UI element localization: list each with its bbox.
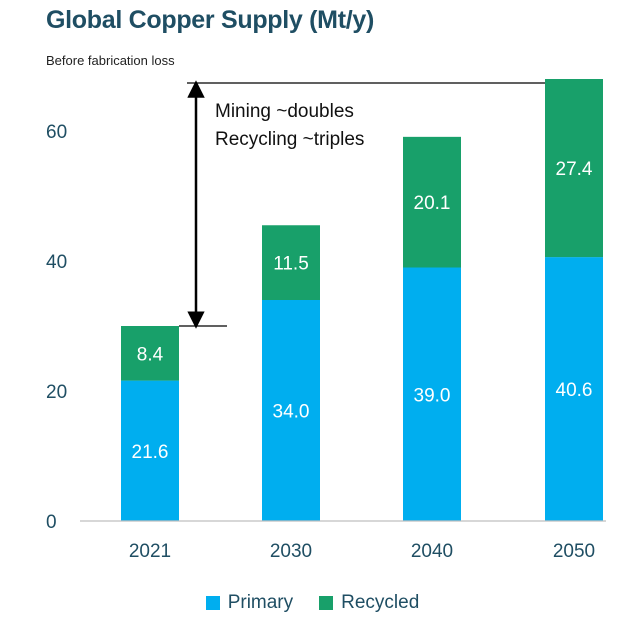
data-label-primary-2021: 21.6 <box>132 442 169 463</box>
legend-item-primary: Primary <box>205 592 294 614</box>
data-label-recycled-2021: 8.4 <box>137 344 164 365</box>
bar-recycled-2050 <box>545 79 603 258</box>
y-tick-label: 0 <box>46 512 57 533</box>
legend-label-primary: Primary <box>227 592 294 613</box>
bar-primary-2021 <box>121 380 179 521</box>
y-tick-label: 60 <box>46 122 67 143</box>
chart-subtitle: Before fabrication loss <box>46 53 175 68</box>
y-axis: 0 20 40 60 <box>46 122 67 533</box>
x-tick-label: 2021 <box>129 541 171 562</box>
x-tick-label: 2040 <box>411 541 453 562</box>
annotation-line-2: Recycling ~triples <box>215 129 364 150</box>
data-label-recycled-2050: 27.4 <box>556 159 593 180</box>
legend-swatch-primary <box>205 596 220 610</box>
legend-swatch-recycled <box>319 596 334 610</box>
bar-primary-2050 <box>545 257 603 521</box>
legend-label-recycled: Recycled <box>341 592 420 613</box>
x-axis: 2021 2030 2040 2050 <box>80 520 606 562</box>
y-tick-label: 40 <box>46 252 67 273</box>
bar-primary-2040 <box>403 267 461 521</box>
y-tick-label: 20 <box>46 382 67 403</box>
data-label-recycled-2030: 11.5 <box>273 254 309 275</box>
bar-recycled-2021 <box>121 326 179 381</box>
annotation-line-1: Mining ~doubles <box>215 101 354 122</box>
bars: 21.6 8.4 34.0 11.5 39.0 20.1 40.6 27.4 <box>121 79 603 521</box>
chart-title: Global Copper Supply (Mt/y) <box>46 6 375 34</box>
bar-recycled-2040 <box>403 136 461 268</box>
legend-item-recycled: Recycled <box>319 592 419 614</box>
data-label-recycled-2040: 20.1 <box>414 193 451 214</box>
bar-primary-2030 <box>262 300 320 521</box>
data-label-primary-2050: 40.6 <box>556 380 593 401</box>
x-tick-label: 2050 <box>553 541 595 562</box>
x-tick-label: 2030 <box>270 541 312 562</box>
data-label-primary-2040: 39.0 <box>414 385 451 406</box>
data-label-primary-2030: 34.0 <box>273 402 310 423</box>
legend: Primary Recycled <box>0 592 625 614</box>
growth-annotation: Mining ~doubles Recycling ~triples <box>179 80 545 329</box>
bar-recycled-2030 <box>262 225 320 300</box>
